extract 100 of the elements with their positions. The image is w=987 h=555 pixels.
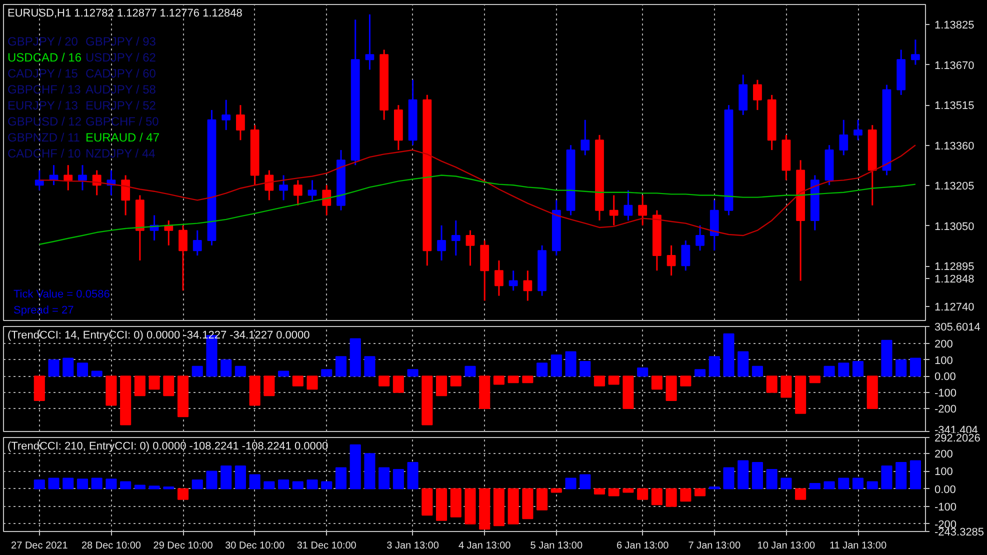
bar [91, 370, 102, 377]
bar [723, 467, 734, 490]
bar [249, 376, 260, 406]
candlestick [437, 224, 446, 262]
bar [651, 488, 662, 506]
candlestick [365, 14, 374, 70]
y-tick-label: 1.13825 [934, 20, 974, 32]
candlestick [178, 224, 188, 292]
bar [91, 478, 102, 490]
bar [163, 376, 174, 396]
bar [594, 488, 606, 495]
bar [76, 362, 88, 377]
bar [508, 376, 519, 384]
bar [766, 376, 778, 393]
candlestick [451, 220, 460, 256]
bar [881, 340, 892, 377]
bar [436, 376, 448, 396]
candlestick [466, 230, 475, 266]
candlestick [609, 194, 618, 226]
annotation: USDJPY / 62 [86, 50, 156, 64]
bar [550, 354, 562, 377]
y-tick-label: 200 [934, 448, 953, 461]
bar [666, 488, 677, 507]
bar [910, 358, 921, 377]
annotation: NZDJPY / 44 [86, 146, 156, 160]
bar [234, 465, 246, 490]
bar [881, 465, 892, 490]
bar [292, 481, 304, 490]
bar [292, 376, 304, 386]
candlestick [681, 240, 690, 272]
bar [148, 376, 160, 390]
annotation: USDCAD / 16 [8, 50, 82, 64]
candlestick [494, 260, 504, 297]
bar [206, 470, 218, 490]
bar [838, 362, 850, 377]
chart-title: (TrendCCI: 14, EntryCCI: 0) 0.0000 -34.1227 -34.1227 0.0000 [8, 330, 310, 342]
annotation: EURJPY / 13 [8, 98, 78, 112]
candlestick [911, 38, 920, 66]
bar [680, 376, 692, 386]
bar [34, 376, 45, 401]
y-tick-label: -100 [934, 501, 957, 514]
bar [321, 481, 332, 490]
bar [565, 351, 576, 377]
x-tick-label: 28 Dec 10:00 [81, 540, 142, 552]
bar [866, 481, 878, 490]
bar [321, 369, 332, 377]
bar [580, 360, 591, 377]
y-tick-label: 1.13515 [934, 100, 974, 112]
candlestick [34, 170, 44, 192]
bar [694, 369, 706, 377]
y-tick-label: 1.12895 [934, 261, 974, 274]
y-tick-label: 100 [934, 466, 953, 478]
annotation: GBPUSD / 12 [8, 114, 82, 128]
chart-title: EURUSD,H1 1.12782 1.12877 1.12776 1.12848 [8, 8, 242, 20]
x-tick-label: 29 Dec 10:00 [153, 540, 214, 552]
y-tick-label: 1.13050 [934, 220, 974, 233]
bar [422, 376, 433, 426]
bar [536, 362, 548, 377]
bar [392, 376, 404, 393]
bar [752, 366, 763, 377]
bar [838, 478, 850, 490]
candlestick [839, 119, 848, 156]
y-tick-label: 1.13360 [934, 140, 974, 152]
candlestick [121, 174, 130, 216]
x-tick-label: 27 Dec 2021 [11, 540, 68, 552]
candlestick [78, 164, 87, 192]
y-tick-label: 0.00 [934, 484, 956, 496]
bar [264, 376, 275, 396]
bar [464, 488, 476, 524]
x-tick-label: 10 Jan 13:00 [757, 540, 816, 552]
annotation: EURJPY / 52 [86, 98, 156, 112]
bar [264, 481, 275, 490]
bar [780, 376, 792, 398]
bar [680, 488, 692, 502]
bar [364, 356, 376, 377]
bar [637, 367, 648, 377]
bar [723, 333, 734, 377]
annotation: GBPNZD / 11 [8, 130, 80, 144]
candlestick [322, 184, 332, 216]
bar [407, 369, 418, 377]
bar [192, 366, 203, 377]
candlestick [638, 194, 648, 226]
bar [508, 488, 519, 524]
bar [177, 376, 189, 418]
x-tick-label: 5 Jan 13:00 [530, 540, 583, 552]
y-tick-label: 100 [934, 354, 953, 367]
bar [106, 478, 117, 490]
chart-title: (TrendCCI: 210, EntryCCI: 0) 0.0000 -108.2241 -108.2241 0.0000 [8, 440, 328, 452]
bar [106, 376, 117, 406]
bar [809, 376, 820, 384]
bar [134, 484, 146, 490]
bar [479, 376, 490, 410]
bar [220, 465, 232, 490]
y-tick-label: 1.13205 [934, 180, 974, 193]
x-tick-label: 30 Dec 10:00 [225, 540, 286, 552]
bar [120, 481, 132, 490]
annotation: CADJPY / 60 [86, 66, 156, 80]
bar [694, 488, 706, 496]
x-tick-label: 7 Jan 13:00 [688, 540, 741, 552]
bar [378, 376, 390, 386]
